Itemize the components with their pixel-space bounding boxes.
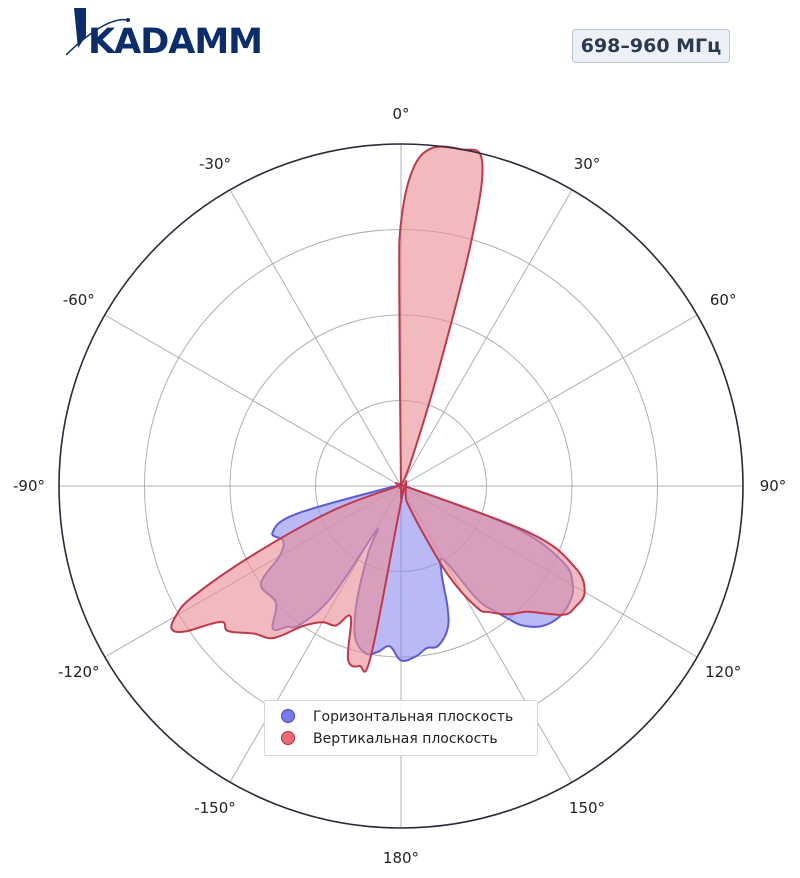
pattern-series <box>170 145 586 673</box>
series-vertical-plane <box>170 145 586 673</box>
angle-tick-label: -150° <box>194 799 236 817</box>
logo-swoosh-mark <box>74 8 86 48</box>
legend-marker-icon <box>281 709 295 723</box>
legend-marker-icon <box>281 731 295 745</box>
polar-frame <box>58 143 744 829</box>
polar-outer-circle <box>58 143 744 829</box>
legend-label: Вертикальная плоскость <box>313 731 498 747</box>
angle-tick-label: -60° <box>63 291 95 309</box>
angle-tick-label: -90° <box>13 477 45 495</box>
angular-gridline <box>229 189 402 487</box>
angle-tick-label: 60° <box>710 291 737 309</box>
chart-legend: Горизонтальная плоскость Вертикальная пло… <box>264 700 538 756</box>
frequency-band-badge: 698–960 МГц <box>572 29 730 63</box>
angle-tick-label: 90° <box>760 477 787 495</box>
logo-swoosh-line <box>66 18 129 56</box>
angular-gridline <box>400 189 573 487</box>
legend-label: Горизонтальная плоскость <box>313 709 514 725</box>
angle-tick-label: -120° <box>58 663 100 681</box>
angle-tick-label: 0° <box>392 105 409 123</box>
angle-tick-labels: 0° 30° 60° 90° 120° 150° 180° -150° -120° -90° -60… <box>13 105 786 867</box>
angle-tick-label: -30° <box>199 155 231 173</box>
kadamm-logo <box>66 8 130 56</box>
logo-wordmark: KADAMM <box>88 22 263 62</box>
angle-tick-label: 180° <box>383 849 419 867</box>
angle-tick-label: 150° <box>569 799 605 817</box>
angle-tick-label: 30° <box>574 155 601 173</box>
angle-tick-label: 120° <box>705 663 741 681</box>
angular-gridline <box>400 314 698 487</box>
angular-gridline <box>104 314 402 487</box>
